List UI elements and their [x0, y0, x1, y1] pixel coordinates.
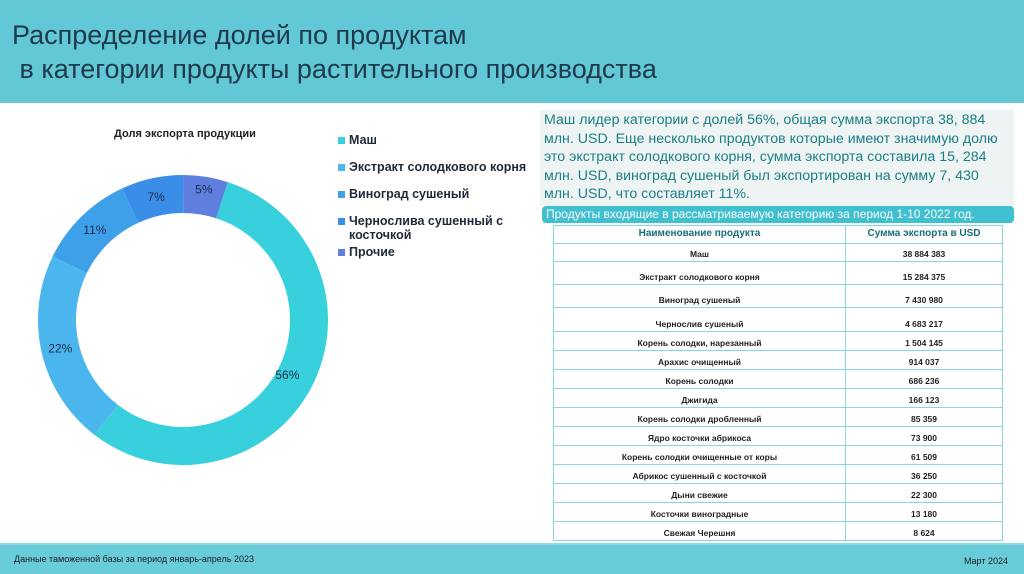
- cell-amount: 1 504 145: [845, 331, 1003, 351]
- data-label: 7%: [147, 190, 165, 204]
- table-row: Виноград сушеный 7 430 980: [553, 284, 1003, 308]
- legend-swatch: [338, 249, 345, 256]
- cell-amount: 7 430 980: [845, 284, 1003, 308]
- data-label: 56%: [275, 368, 299, 382]
- donut-slice: [122, 175, 184, 223]
- legend-swatch: [338, 218, 345, 225]
- legend-label: Маш: [349, 133, 377, 147]
- cell-product: Абрикос сушенный с косточкой: [553, 464, 846, 484]
- cell-amount: 73 900: [845, 426, 1003, 446]
- legend-label: Виноград сушеный: [349, 187, 470, 201]
- cell-product: Дыни свежие: [553, 483, 846, 503]
- footer-date: Март 2024: [963, 556, 1008, 566]
- legend-swatch: [338, 137, 345, 144]
- cell-product: Ядро косточки абрикоса: [553, 426, 846, 446]
- cell-amount: 4 683 217: [845, 307, 1003, 332]
- table-row: Корень солодки 686 236: [553, 369, 1003, 389]
- donut-slice: [52, 188, 139, 274]
- legend-swatch: [338, 191, 345, 198]
- legend-label: Чернослива сушенный с косточкой: [349, 214, 504, 242]
- chart-legend: Маш Экстракт солодкового корня Виноград су…: [338, 133, 538, 259]
- table-row: Косточки виноградные 13 180: [553, 502, 1003, 522]
- summary-text: Маш лидер категории с долей 56%, общая с…: [540, 110, 1014, 206]
- cell-product: Маш: [553, 243, 846, 262]
- cell-product: Корень солодки, нарезанный: [553, 331, 846, 351]
- data-label: 5%: [195, 183, 213, 197]
- cell-product: Арахис очищенный: [553, 350, 846, 370]
- legend-item: Прочие: [338, 245, 538, 259]
- cell-amount: 36 250: [845, 464, 1003, 484]
- table-row: Абрикос сушенный с косточкой 36 250: [553, 464, 1003, 484]
- cell-amount: 85 359: [845, 407, 1003, 427]
- legend-swatch: [338, 164, 345, 171]
- donut-slice: [94, 182, 328, 465]
- header-band: Распределение долей по продуктам в катег…: [0, 0, 1024, 103]
- table-row: Свежая Черешня 8 624: [553, 521, 1003, 541]
- cell-product: Виноград сушеный: [553, 284, 846, 308]
- data-label: 22%: [48, 342, 72, 356]
- table-row: Корень солодки, нарезанный 1 504 145: [553, 331, 1003, 351]
- cell-product: Корень солодки очищенные от коры: [553, 445, 846, 465]
- table-row: Арахис очищенный 914 037: [553, 350, 1003, 370]
- products-table: Наименование продукта Сумма экспорта в U…: [553, 225, 1003, 541]
- table-row: Экстракт солодкового корня 15 284 375: [553, 261, 1003, 285]
- legend-item: Виноград сушеный: [338, 187, 538, 201]
- cell-product: Корень солодки: [553, 369, 846, 389]
- footer-source: Данные таможенной базы за период январь-…: [14, 554, 254, 564]
- table-row: Маш 38 884 383: [553, 243, 1003, 262]
- page-title: Распределение долей по продуктам в катег…: [12, 20, 657, 84]
- column-header-amount: Сумма экспорта в USD: [845, 225, 1003, 244]
- chart-title: Доля экспорта продукции: [114, 128, 256, 140]
- cell-product: Корень солодки дробленный: [553, 407, 846, 427]
- legend-item: Маш: [338, 133, 538, 147]
- table-row: Джигида 166 123: [553, 388, 1003, 408]
- cell-amount: 686 236: [845, 369, 1003, 389]
- cell-amount: 61 509: [845, 445, 1003, 465]
- donut-slice: [37, 256, 118, 435]
- cell-amount: 15 284 375: [845, 261, 1003, 285]
- legend-item: Экстракт солодкового корня: [338, 160, 538, 174]
- footer: Данные таможенной базы за период январь-…: [0, 543, 1024, 574]
- donut-slice: [183, 175, 228, 219]
- table-row: Чернослив сушеный 4 683 217: [553, 307, 1003, 332]
- cell-amount: 166 123: [845, 388, 1003, 408]
- table-row: Корень солодки дробленный 85 359: [553, 407, 1003, 427]
- legend-label: Прочие: [349, 245, 395, 259]
- cell-product: Свежая Черешня: [553, 521, 846, 541]
- cell-product: Чернослив сушеный: [553, 307, 846, 332]
- donut-chart: 56% 22% 11% 7% 5%: [37, 175, 328, 465]
- table-row: Ядро косточки абрикоса 73 900: [553, 426, 1003, 446]
- cell-amount: 38 884 383: [845, 243, 1003, 262]
- legend-label: Экстракт солодкового корня: [349, 160, 527, 174]
- cell-product: Джигида: [553, 388, 846, 408]
- table-row: Корень солодки очищенные от коры 61 509: [553, 445, 1003, 465]
- cell-amount: 8 624: [845, 521, 1003, 541]
- column-header-product: Наименование продукта: [553, 225, 846, 244]
- cell-product: Экстракт солодкового корня: [553, 261, 846, 285]
- cell-amount: 22 300: [845, 483, 1003, 503]
- table-caption-banner: Продукты входящие в рассматриваемую кате…: [542, 206, 1014, 223]
- legend-item: Чернослива сушенный с косточкой: [338, 214, 538, 242]
- cell-amount: 13 180: [845, 502, 1003, 522]
- data-label: 11%: [83, 223, 106, 237]
- cell-product: Косточки виноградные: [553, 502, 846, 522]
- table-row: Дыни свежие 22 300: [553, 483, 1003, 503]
- cell-amount: 914 037: [845, 350, 1003, 370]
